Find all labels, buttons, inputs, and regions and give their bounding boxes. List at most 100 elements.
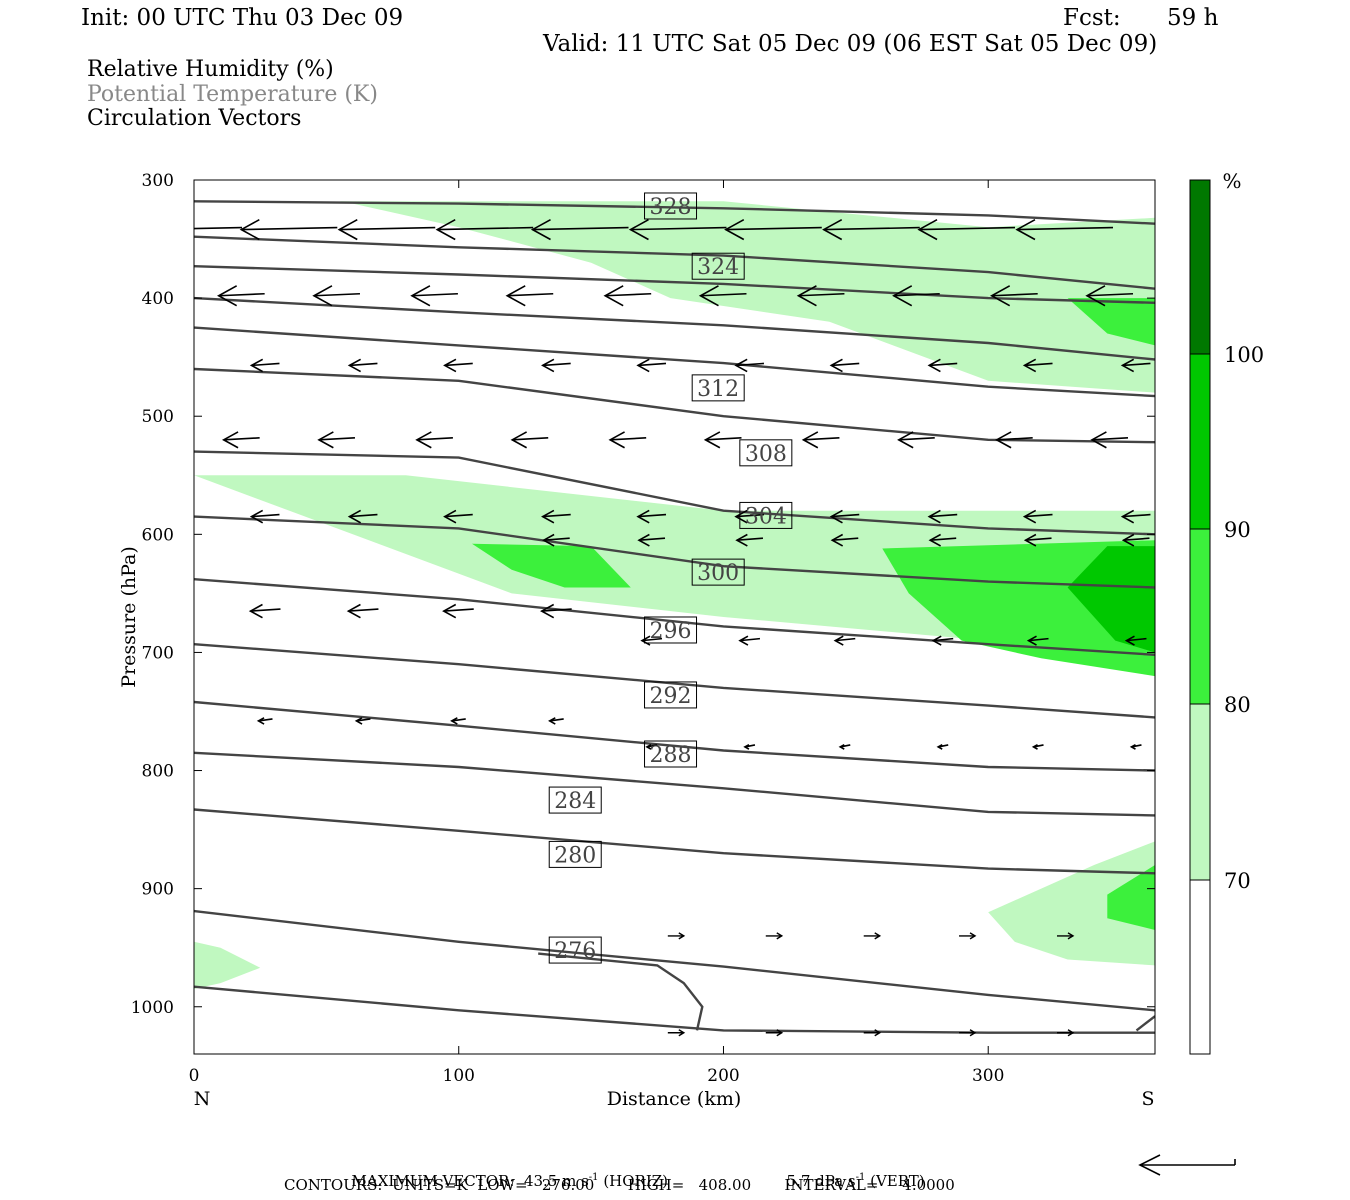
vector-shaft [443, 608, 474, 612]
vector-head [1023, 533, 1037, 547]
vector-head [443, 358, 457, 373]
vector-shaft [1123, 537, 1150, 542]
vector-head [636, 509, 650, 524]
colorbar-label-70: 70 [1224, 869, 1251, 893]
vector-arrow-38 [995, 431, 1033, 449]
max-vert-exponent: -1 [855, 1172, 866, 1183]
y-tick-label-700: 700 [142, 643, 174, 663]
vector-shaft [605, 292, 652, 297]
theta-label-box-4 [739, 501, 793, 529]
theta-label-296: 296 [650, 619, 692, 644]
rh-90-region-0 [1067, 546, 1155, 653]
vector-arrow-49 [1120, 509, 1151, 524]
vector-head [931, 635, 942, 646]
vector-head [347, 509, 362, 524]
vector-head [703, 431, 721, 449]
vector-head [541, 509, 555, 524]
vector-shaft [610, 437, 647, 441]
vector-arrow-1 [239, 219, 338, 241]
theta-contour-14 [194, 985, 1155, 1034]
vector-shaft [1091, 437, 1129, 441]
vector-head [822, 219, 843, 241]
vector-shaft [1024, 513, 1053, 518]
vector-head [1067, 932, 1075, 940]
theta-label-box-11 [548, 936, 602, 964]
vector-arrow-2 [337, 219, 436, 241]
theta-contour-bend [538, 952, 704, 1031]
theta-contour-8 [194, 578, 1155, 656]
plot-frame [193, 179, 1156, 1055]
vector-arrow-69 [450, 717, 466, 725]
vector-arrow-36 [801, 431, 840, 449]
vector-head [1120, 509, 1135, 524]
vector-arrow-33 [510, 431, 549, 449]
theta-contour-5 [194, 367, 1155, 444]
vector-head [724, 219, 745, 241]
vector-shaft [339, 226, 436, 231]
y-tick-label-500: 500 [142, 407, 174, 427]
vector-shaft [541, 608, 572, 612]
rh-70-region-1 [194, 475, 1155, 677]
vector-shaft [705, 437, 742, 441]
vector-arrow-77 [667, 932, 686, 940]
vector-shaft [637, 362, 667, 367]
max-vector-label: MAXIMUM VECTOR: [351, 1172, 515, 1190]
x-axis-left-label: N [194, 1088, 211, 1110]
vector-head [734, 509, 748, 524]
circulation-vectors [146, 219, 1151, 1037]
x-tick-label-100: 100 [443, 1066, 475, 1086]
theta-contour-7 [194, 515, 1155, 589]
vector-head [415, 431, 432, 449]
colorbar-label-100: 100 [1224, 343, 1264, 367]
vector-arrow-34 [608, 431, 647, 449]
vector-arrow-58 [346, 603, 379, 619]
vector-arrow-15 [698, 285, 747, 307]
vector-shaft [194, 226, 243, 230]
axes: 300 400 500 600 700 800 900 1000 0 100 200 300 [131, 171, 1155, 1086]
vector-arrow-17 [892, 285, 940, 307]
vector-arrow-45 [734, 509, 765, 524]
vector-arrow-28 [1022, 358, 1053, 373]
theta-label-box-8 [644, 740, 698, 768]
vector-head [317, 431, 334, 449]
theta-label-box-5 [691, 558, 745, 586]
vector-arrow-65 [1026, 635, 1049, 646]
forecast-hours: 59 h [1167, 5, 1219, 31]
vector-head [678, 1029, 686, 1037]
vector-arrow-51 [637, 533, 666, 547]
theta-contour-edge [1135, 1015, 1155, 1032]
vector-shaft [218, 292, 265, 297]
vector-shaft [451, 718, 466, 722]
vector-arrow-3 [435, 219, 534, 241]
vector-head [776, 1029, 784, 1037]
max-horiz-exponent: -1 [588, 1172, 599, 1183]
theta-label-box-7 [644, 681, 698, 709]
theta-contour-1 [194, 235, 1155, 290]
rh-colorbar: 70 80 90 100 [1189, 179, 1264, 1055]
vector-head [146, 220, 164, 240]
vector-arrow-39 [1090, 431, 1129, 449]
vector-shaft [641, 637, 663, 642]
vector-head [874, 1029, 882, 1037]
colorbar-unit: % [1222, 169, 1241, 193]
vector-head [1124, 635, 1135, 646]
vector-arrow-13 [505, 285, 554, 307]
theta-contour-12 [194, 808, 1155, 875]
vector-head [829, 509, 843, 524]
max-vert-line: 5.7 dPa s-1 (VERT) [777, 1158, 925, 1189]
vector-shaft [507, 292, 554, 297]
vector-shaft [532, 226, 629, 231]
vector-arrow-72 [743, 744, 756, 750]
vector-head [256, 717, 265, 725]
vector-shaft [798, 292, 845, 297]
vector-shaft [542, 362, 571, 367]
vector-shaft [444, 513, 473, 518]
theta-contour-3 [194, 296, 1155, 361]
vector-shaft [512, 437, 549, 441]
vector-shaft [349, 513, 378, 518]
vector-shaft [542, 513, 571, 518]
vector-arrow-80 [959, 932, 977, 940]
vector-shaft [735, 362, 765, 367]
vector-shaft [637, 513, 667, 518]
theta-label-276: 276 [554, 939, 596, 964]
